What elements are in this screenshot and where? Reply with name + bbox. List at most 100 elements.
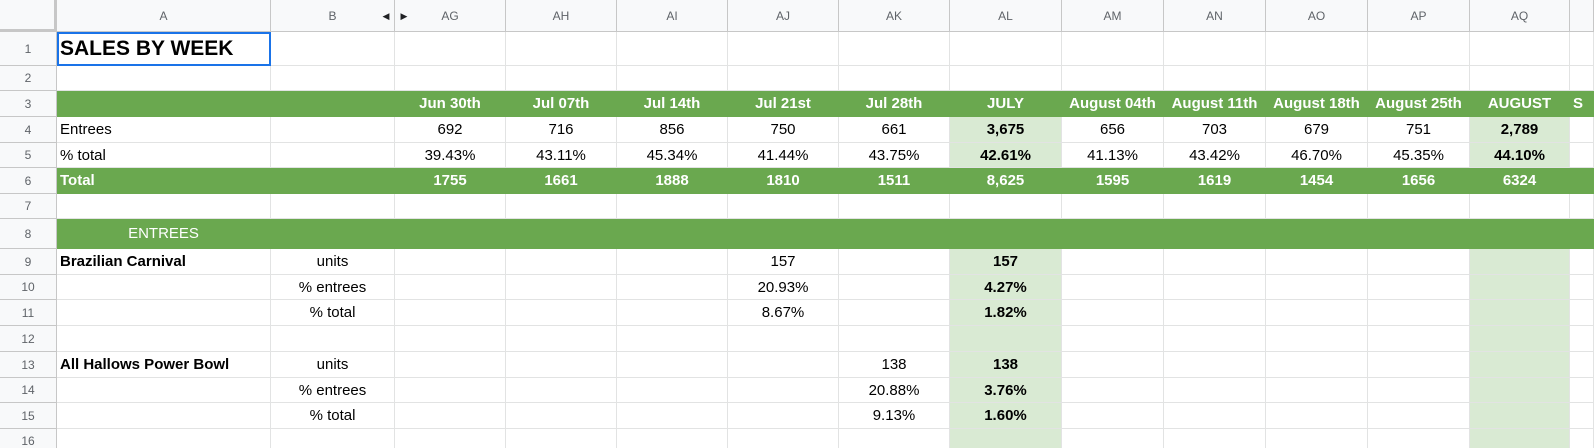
cell-ai5[interactable]: 45.34% — [617, 143, 728, 168]
cell-a12[interactable] — [57, 326, 271, 352]
cell-an3[interactable]: August 11th — [1164, 91, 1266, 117]
cell-ak10[interactable] — [839, 275, 950, 300]
row-number[interactable]: 6 — [0, 168, 57, 194]
cell-b16[interactable] — [271, 429, 395, 448]
cell-al10[interactable]: 4.27% — [950, 275, 1062, 300]
cell-partial-4[interactable] — [1570, 117, 1594, 143]
cell-ah1[interactable] — [506, 32, 617, 66]
cell-a14[interactable] — [57, 378, 271, 403]
cell-b1[interactable] — [271, 32, 395, 66]
cell-a4[interactable]: Entrees — [57, 117, 271, 143]
cell-ah3[interactable]: Jul 07th — [506, 91, 617, 117]
column-header-aj[interactable]: AJ — [728, 0, 839, 32]
cell-partial-14[interactable] — [1570, 378, 1594, 403]
cell-ai10[interactable] — [617, 275, 728, 300]
show-hidden-columns-right-icon[interactable]: ▶ — [400, 10, 408, 21]
column-header-a[interactable]: A — [57, 0, 271, 32]
cell-b5[interactable] — [271, 143, 395, 168]
cell-aq3[interactable]: AUGUST — [1470, 91, 1570, 117]
cell-an5[interactable]: 43.42% — [1164, 143, 1266, 168]
cell-a5[interactable]: % total — [57, 143, 271, 168]
cell-partial-8[interactable] — [1570, 219, 1594, 249]
cell-ak7[interactable] — [839, 194, 950, 219]
cell-al16[interactable] — [950, 429, 1062, 448]
column-header-ak[interactable]: AK — [839, 0, 950, 32]
cell-ah11[interactable] — [506, 300, 617, 326]
cell-am5[interactable]: 41.13% — [1062, 143, 1164, 168]
column-header-ah[interactable]: AH — [506, 0, 617, 32]
cell-a6[interactable]: Total — [57, 168, 271, 194]
cell-aq8[interactable] — [1470, 219, 1570, 249]
row-number[interactable]: 2 — [0, 66, 57, 91]
cell-al11[interactable]: 1.82% — [950, 300, 1062, 326]
cell-ak1[interactable] — [839, 32, 950, 66]
cell-ap15[interactable] — [1368, 403, 1470, 429]
cell-ai6[interactable]: 1888 — [617, 168, 728, 194]
cell-aj14[interactable] — [728, 378, 839, 403]
cell-ai2[interactable] — [617, 66, 728, 91]
cell-ai9[interactable] — [617, 249, 728, 275]
cell-aq4[interactable]: 2,789 — [1470, 117, 1570, 143]
row-number[interactable]: 1 — [0, 32, 57, 66]
cell-a13[interactable]: All Hallows Power Bowl — [57, 352, 271, 378]
cell-ai12[interactable] — [617, 326, 728, 352]
cell-b8[interactable] — [271, 219, 395, 249]
cell-ao10[interactable] — [1266, 275, 1368, 300]
cell-ag3[interactable]: Jun 30th — [395, 91, 506, 117]
cell-b14[interactable]: % entrees — [271, 378, 395, 403]
cell-al12[interactable] — [950, 326, 1062, 352]
cell-ag1[interactable] — [395, 32, 506, 66]
cell-ap12[interactable] — [1368, 326, 1470, 352]
cell-ak4[interactable]: 661 — [839, 117, 950, 143]
cell-al15[interactable]: 1.60% — [950, 403, 1062, 429]
cell-ao13[interactable] — [1266, 352, 1368, 378]
cell-an11[interactable] — [1164, 300, 1266, 326]
cell-aj15[interactable] — [728, 403, 839, 429]
cell-ap13[interactable] — [1368, 352, 1470, 378]
cell-partial-5[interactable] — [1570, 143, 1594, 168]
cell-ap11[interactable] — [1368, 300, 1470, 326]
cell-aj3[interactable]: Jul 21st — [728, 91, 839, 117]
cell-partial-10[interactable] — [1570, 275, 1594, 300]
cell-partial-3[interactable]: S — [1570, 91, 1594, 117]
cell-ag10[interactable] — [395, 275, 506, 300]
cell-am11[interactable] — [1062, 300, 1164, 326]
row-number[interactable]: 4 — [0, 117, 57, 143]
cell-am4[interactable]: 656 — [1062, 117, 1164, 143]
column-header-am[interactable]: AM — [1062, 0, 1164, 32]
cell-partial-6[interactable] — [1570, 168, 1594, 194]
cell-am12[interactable] — [1062, 326, 1164, 352]
cell-am10[interactable] — [1062, 275, 1164, 300]
cell-ap9[interactable] — [1368, 249, 1470, 275]
cell-ap6[interactable]: 1656 — [1368, 168, 1470, 194]
cell-a11[interactable] — [57, 300, 271, 326]
column-header-partial[interactable] — [1570, 0, 1594, 32]
cell-ak9[interactable] — [839, 249, 950, 275]
cell-aj7[interactable] — [728, 194, 839, 219]
cell-ao7[interactable] — [1266, 194, 1368, 219]
cell-aj4[interactable]: 750 — [728, 117, 839, 143]
cell-an1[interactable] — [1164, 32, 1266, 66]
row-number[interactable]: 15 — [0, 403, 57, 429]
cell-aq6[interactable]: 6324 — [1470, 168, 1570, 194]
cell-ao2[interactable] — [1266, 66, 1368, 91]
cell-ai16[interactable] — [617, 429, 728, 448]
cell-ao9[interactable] — [1266, 249, 1368, 275]
cell-aq11[interactable] — [1470, 300, 1570, 326]
cell-ao6[interactable]: 1454 — [1266, 168, 1368, 194]
cell-ap8[interactable] — [1368, 219, 1470, 249]
cell-partial-16[interactable] — [1570, 429, 1594, 448]
cell-an12[interactable] — [1164, 326, 1266, 352]
cell-ao14[interactable] — [1266, 378, 1368, 403]
cell-partial-1[interactable] — [1570, 32, 1594, 66]
cell-aj11[interactable]: 8.67% — [728, 300, 839, 326]
column-header-aq[interactable]: AQ — [1470, 0, 1570, 32]
cell-ak2[interactable] — [839, 66, 950, 91]
cell-ak13[interactable]: 138 — [839, 352, 950, 378]
cell-ag16[interactable] — [395, 429, 506, 448]
cell-al8[interactable] — [950, 219, 1062, 249]
cell-am6[interactable]: 1595 — [1062, 168, 1164, 194]
cell-am16[interactable] — [1062, 429, 1164, 448]
cell-b15[interactable]: % total — [271, 403, 395, 429]
select-all-corner[interactable] — [0, 0, 57, 32]
